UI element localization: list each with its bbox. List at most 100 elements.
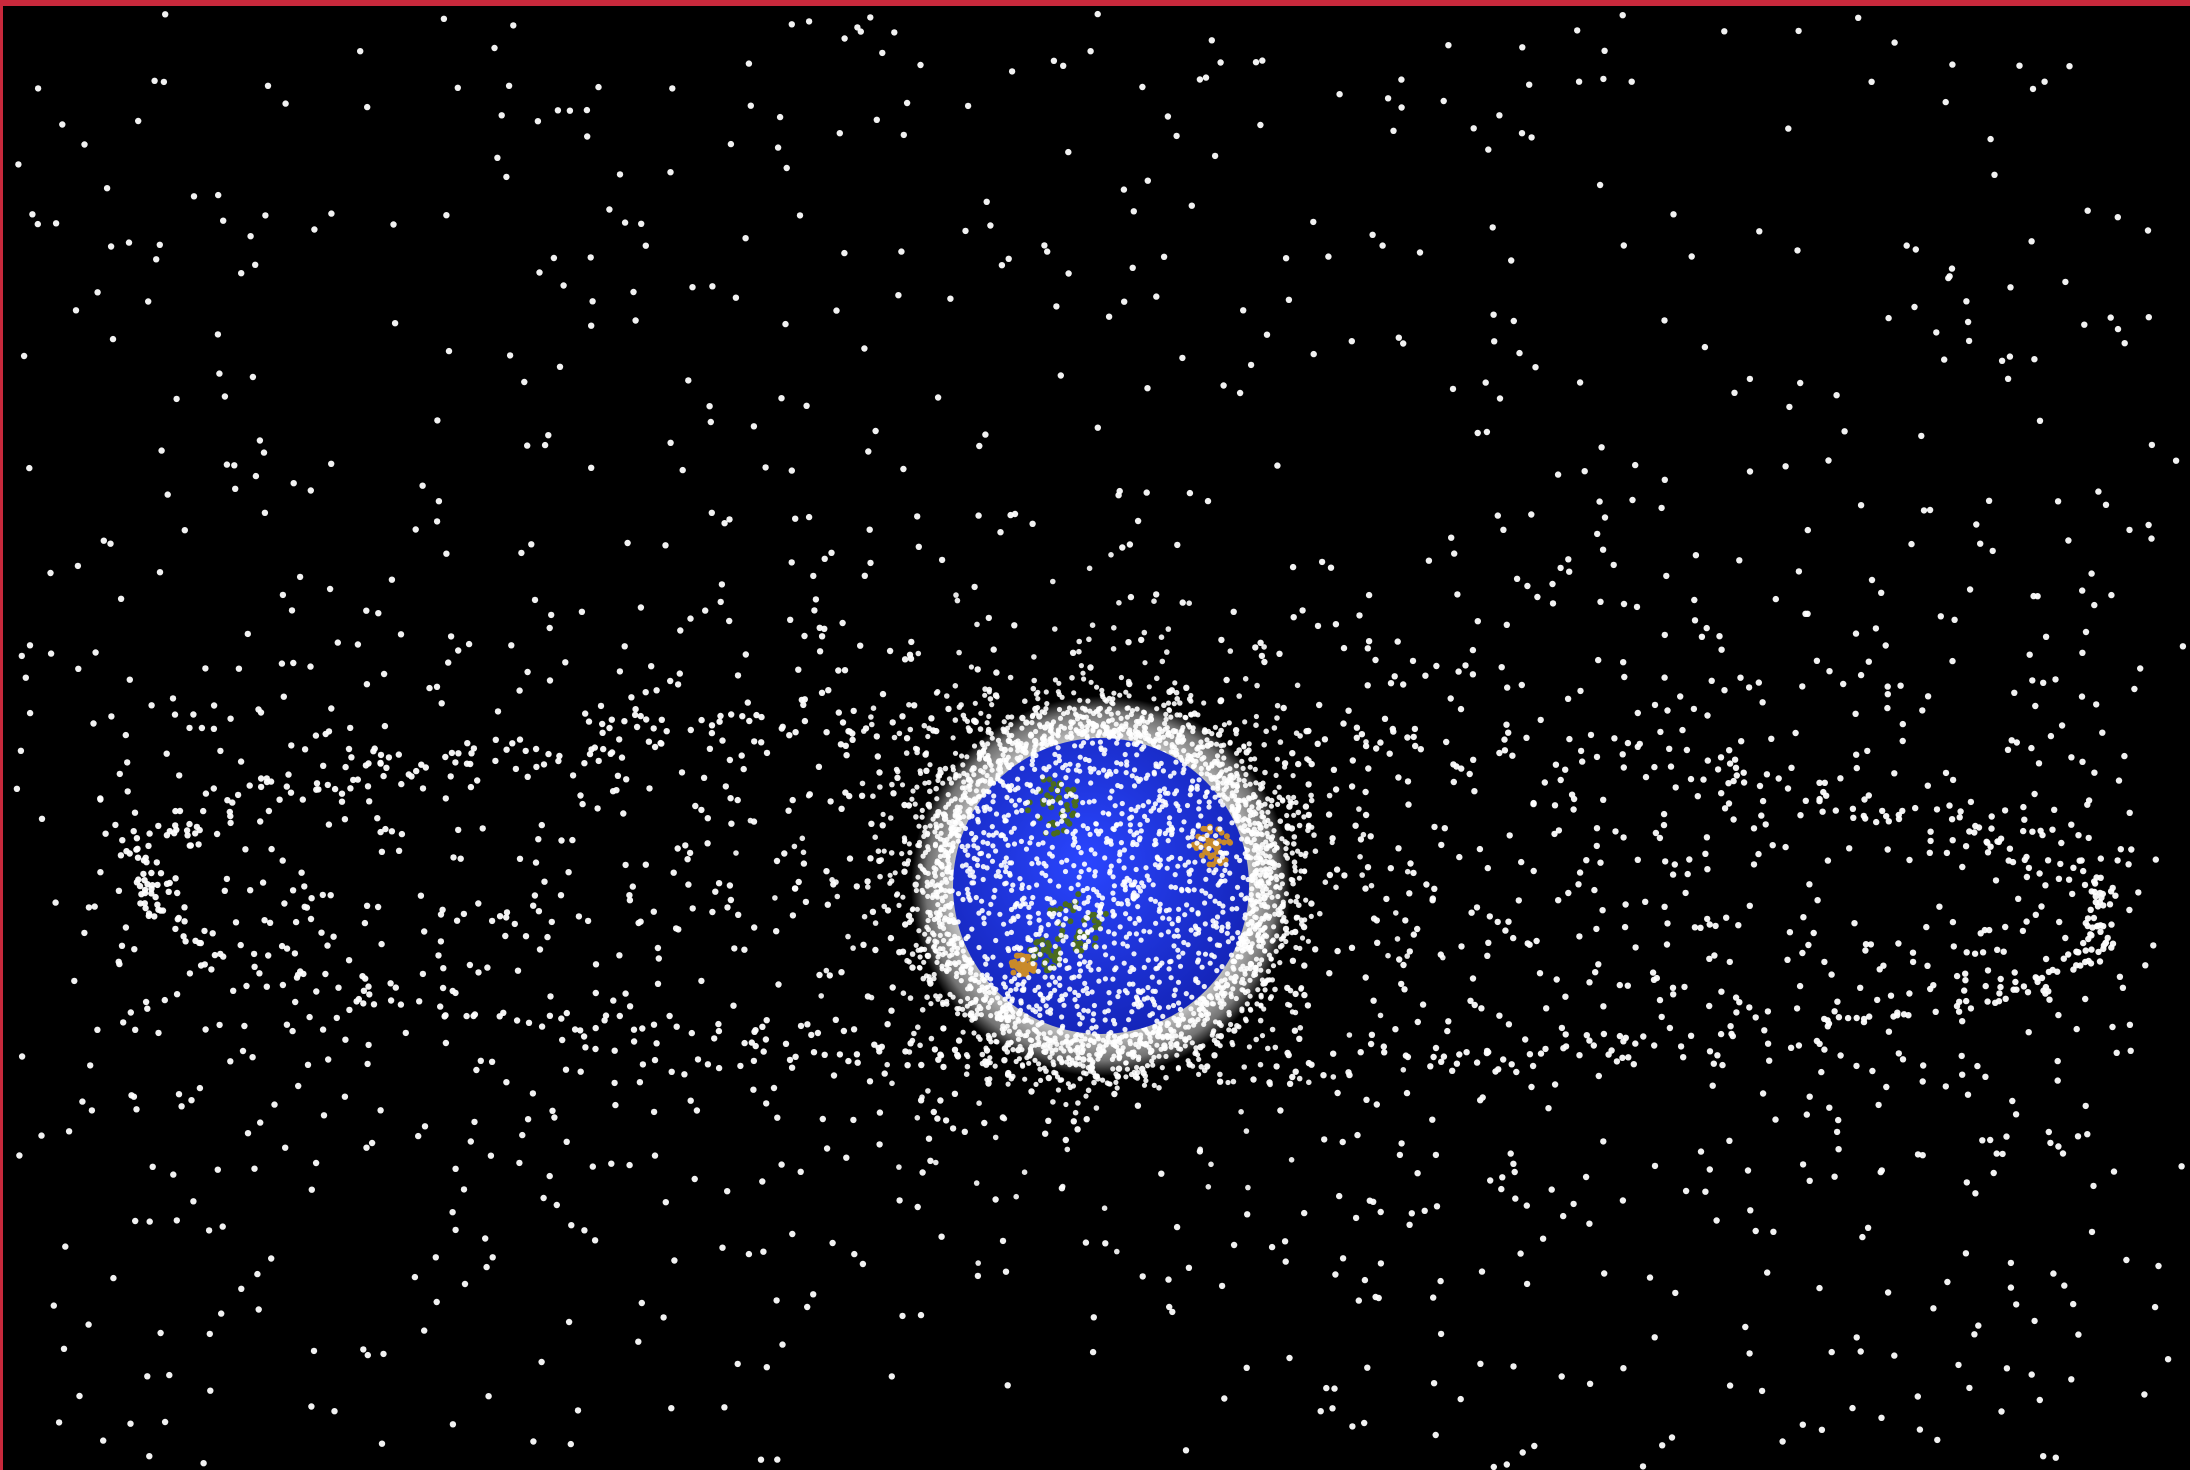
debris-dot <box>1620 764 1628 771</box>
debris-dot <box>1024 1032 1030 1039</box>
debris-dot <box>1395 774 1402 781</box>
debris-dot <box>1144 1063 1151 1069</box>
debris-dot <box>1074 712 1080 718</box>
debris-dot <box>2126 809 2133 816</box>
debris-dot <box>1136 915 1142 922</box>
debris-dot <box>1188 1006 1194 1012</box>
debris-dot <box>1686 856 1693 863</box>
debris-dot <box>34 220 41 228</box>
debris-dot <box>100 1437 107 1444</box>
debris-dot <box>2029 828 2036 835</box>
debris-dot <box>864 878 871 885</box>
halo-debris-dots <box>733 552 1446 1266</box>
debris-dot <box>2020 803 2027 811</box>
debris-dot <box>1484 952 1491 959</box>
debris-dot <box>944 931 950 937</box>
debris-dot <box>1962 977 1969 984</box>
debris-dot <box>865 448 872 455</box>
debris-dot <box>1035 705 1041 711</box>
debris-dot <box>726 756 734 764</box>
debris-dot <box>1118 761 1124 767</box>
debris-dot <box>419 482 426 489</box>
debris-dot <box>989 858 996 864</box>
debris-dot <box>1816 779 1823 786</box>
debris-dot <box>698 977 705 985</box>
debris-dot <box>1220 909 1226 915</box>
debris-dot <box>795 878 802 886</box>
debris-dot <box>196 939 203 947</box>
debris-dot <box>1178 728 1185 735</box>
debris-dot <box>162 11 169 18</box>
debris-dot <box>945 705 952 713</box>
debris-dot <box>154 881 161 889</box>
debris-dot <box>1001 1057 1008 1064</box>
debris-dot <box>1813 657 1821 664</box>
land-speck <box>1072 802 1079 809</box>
debris-dot <box>1045 1117 1052 1125</box>
debris-dot <box>524 668 531 676</box>
debris-dot <box>948 780 955 786</box>
debris-dot <box>872 946 879 954</box>
debris-dot <box>622 990 629 997</box>
debris-dot <box>474 777 481 784</box>
debris-dot <box>1687 1032 1695 1040</box>
debris-dot <box>689 905 696 912</box>
debris-dot <box>1078 850 1084 856</box>
debris-dot <box>1124 1066 1130 1072</box>
debris-dot <box>1372 656 1379 664</box>
debris-dot <box>2091 601 2098 609</box>
debris-dot <box>1094 424 1102 431</box>
debris-dot <box>1141 710 1147 716</box>
debris-dot <box>1183 684 1190 691</box>
debris-dot <box>350 776 357 784</box>
debris-dot <box>1936 903 1943 910</box>
debris-dot <box>334 639 341 646</box>
debris-dot <box>1330 766 1338 773</box>
debris-dot <box>903 735 911 742</box>
debris-dot <box>1043 689 1049 695</box>
debris-dot <box>1666 745 1673 752</box>
debris-dot <box>1011 825 1017 831</box>
debris-dot <box>1196 76 1204 83</box>
debris-dot <box>960 963 966 970</box>
debris-dot <box>1864 747 1871 755</box>
debris-dot <box>1764 1040 1772 1047</box>
debris-dot <box>243 982 250 990</box>
debris-dot <box>1219 872 1225 879</box>
debris-dot <box>1200 858 1206 864</box>
debris-dot <box>1140 988 1146 994</box>
debris-dot <box>1136 989 1142 995</box>
debris-dot <box>1075 1046 1081 1052</box>
debris-dot <box>503 1079 510 1086</box>
debris-dot <box>1630 1061 1638 1068</box>
debris-dot <box>1833 1128 1841 1136</box>
debris-dot <box>925 893 931 900</box>
debris-dot <box>112 821 119 829</box>
debris-dot <box>249 373 257 381</box>
debris-dot <box>2038 974 2046 982</box>
debris-dot <box>1157 737 1163 744</box>
debris-dot <box>1144 995 1151 1001</box>
debris-dot <box>1056 680 1062 686</box>
debris-dot <box>1302 803 1310 810</box>
debris-dot <box>1651 701 1659 709</box>
debris-dot <box>1168 1044 1174 1050</box>
debris-dot <box>1487 1177 1494 1184</box>
debris-dot <box>306 1013 313 1021</box>
debris-dot <box>1336 1192 1343 1200</box>
debris-dot <box>516 1159 523 1167</box>
debris-dot <box>894 774 901 781</box>
debris-dot <box>1466 770 1473 778</box>
debris-dot <box>2117 846 2124 853</box>
debris-dot <box>1797 812 1804 819</box>
debris-dot <box>1513 1068 1520 1076</box>
debris-dot <box>988 901 994 908</box>
debris-dot <box>1526 81 1533 88</box>
debris-dot <box>1408 1210 1416 1217</box>
debris-dot <box>574 1407 582 1414</box>
debris-dot <box>979 740 985 746</box>
debris-dot <box>135 876 142 883</box>
debris-dot <box>1032 1057 1038 1063</box>
debris-dot <box>1085 698 1091 704</box>
debris-dot <box>1081 1007 1087 1013</box>
